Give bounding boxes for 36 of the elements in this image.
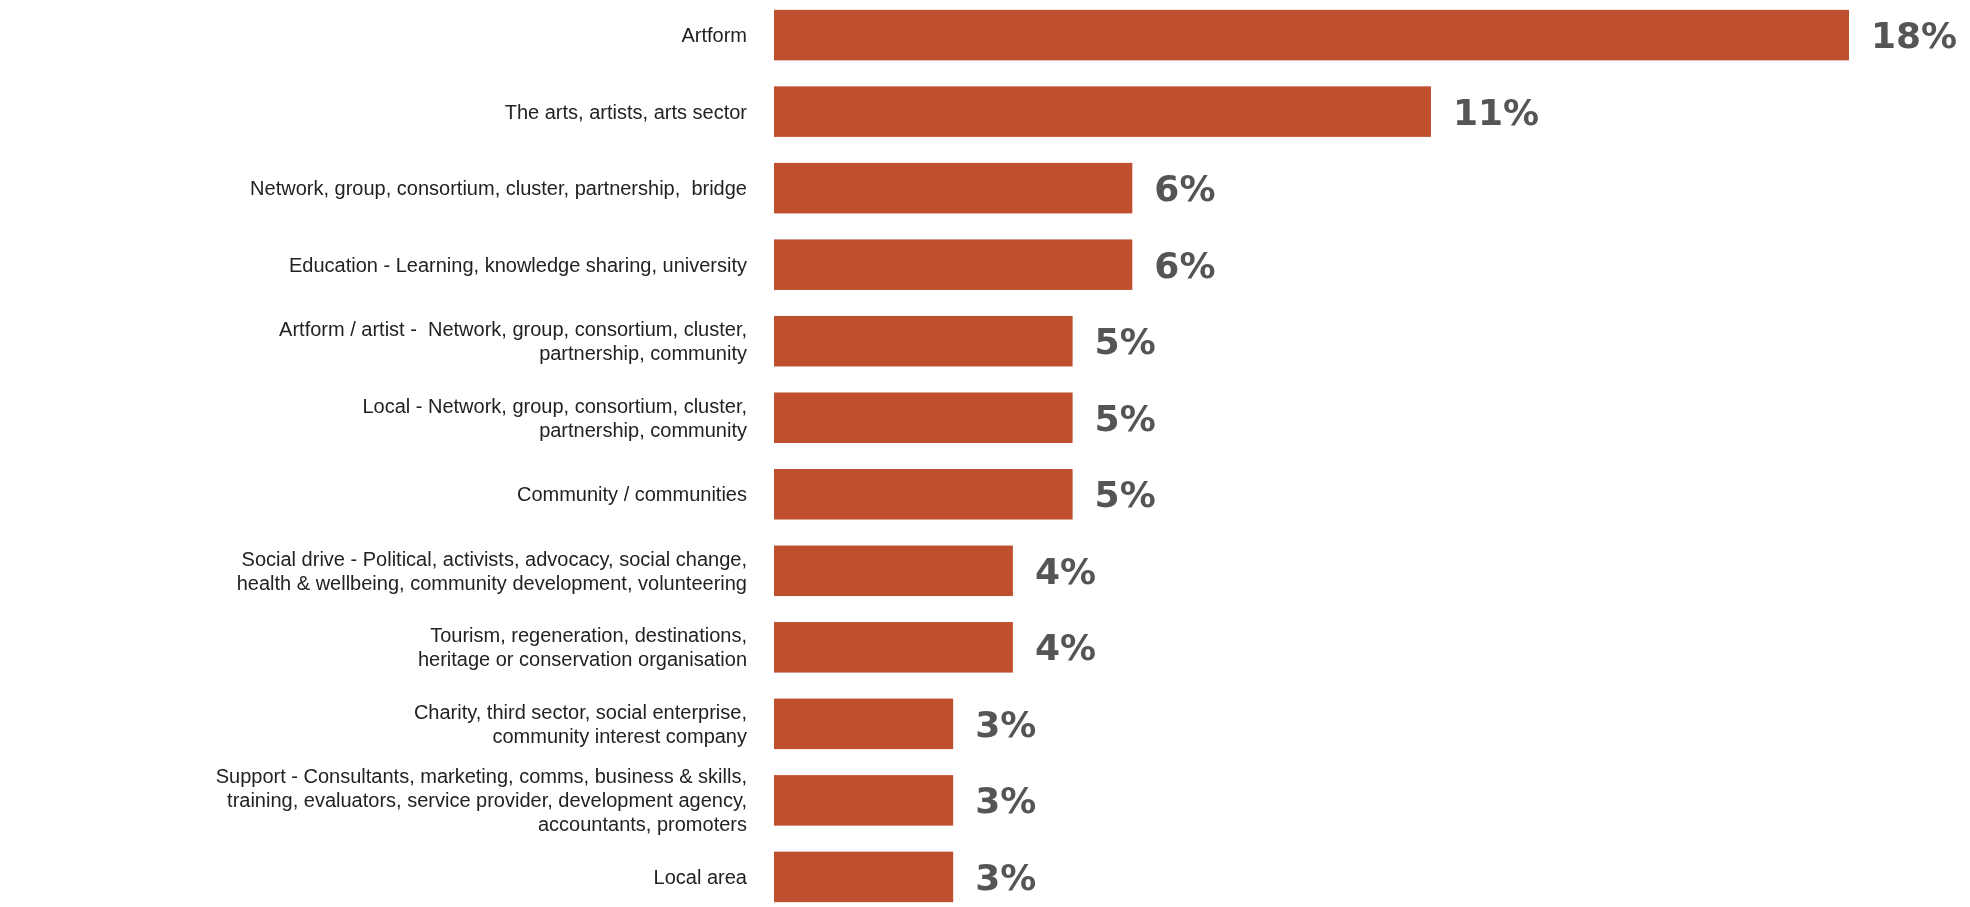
y-tick-label: Support - Consultants, marketing, comms, business & skills, training, evaluators, service provider, development agency, accountants, promoters bbox=[215, 765, 747, 836]
y-tick-label: Education - Learning, knowledge sharing, university bbox=[288, 253, 747, 276]
y-tick-label: Charity, third sector, social enterprise, community interest company bbox=[413, 700, 747, 747]
bar bbox=[774, 469, 1073, 520]
bar bbox=[774, 86, 1431, 137]
bar bbox=[774, 545, 1013, 597]
y-tick-label: The arts, artists, arts sector bbox=[504, 100, 748, 123]
bar bbox=[774, 622, 1013, 673]
y-tick-label: Artform / artist - Network, group, consortium, cluster, partnership, community bbox=[279, 318, 747, 365]
data-label: 6% bbox=[1154, 168, 1216, 210]
data-label: 18% bbox=[1871, 15, 1958, 57]
bar bbox=[774, 851, 954, 903]
data-label: 3% bbox=[975, 780, 1037, 822]
y-tick-label: Local area bbox=[653, 865, 748, 888]
bar bbox=[774, 775, 954, 826]
data-label: 3% bbox=[975, 703, 1037, 745]
y-tick-label: Artform bbox=[681, 24, 747, 47]
y-tick-label: Network, group, consortium, cluster, partnership, bridge bbox=[250, 177, 747, 200]
bar bbox=[774, 392, 1073, 443]
bar bbox=[774, 239, 1133, 290]
bar bbox=[774, 162, 1133, 214]
bar bbox=[774, 698, 954, 750]
bar bbox=[774, 315, 1073, 367]
y-tick-label: Local - Network, group, consortium, cluster, partnership, community bbox=[362, 394, 747, 441]
data-label: 5% bbox=[1094, 474, 1156, 516]
y-tick-label: Community / communities bbox=[516, 483, 747, 506]
data-label: 5% bbox=[1094, 397, 1156, 439]
data-label: 11% bbox=[1452, 91, 1540, 133]
data-label: 3% bbox=[975, 856, 1037, 898]
bar bbox=[774, 9, 1849, 61]
y-tick-label: Tourism, regeneration, destinations, heritage or conservation organisation bbox=[417, 624, 747, 671]
data-label: 4% bbox=[1034, 627, 1097, 669]
data-label: 6% bbox=[1154, 244, 1216, 286]
data-label: 4% bbox=[1034, 550, 1097, 592]
data-label: 5% bbox=[1094, 321, 1156, 363]
y-tick-label: Social drive - Political, activists, advocacy, social change, health & wellbeing, community development, volunteering bbox=[236, 547, 747, 594]
